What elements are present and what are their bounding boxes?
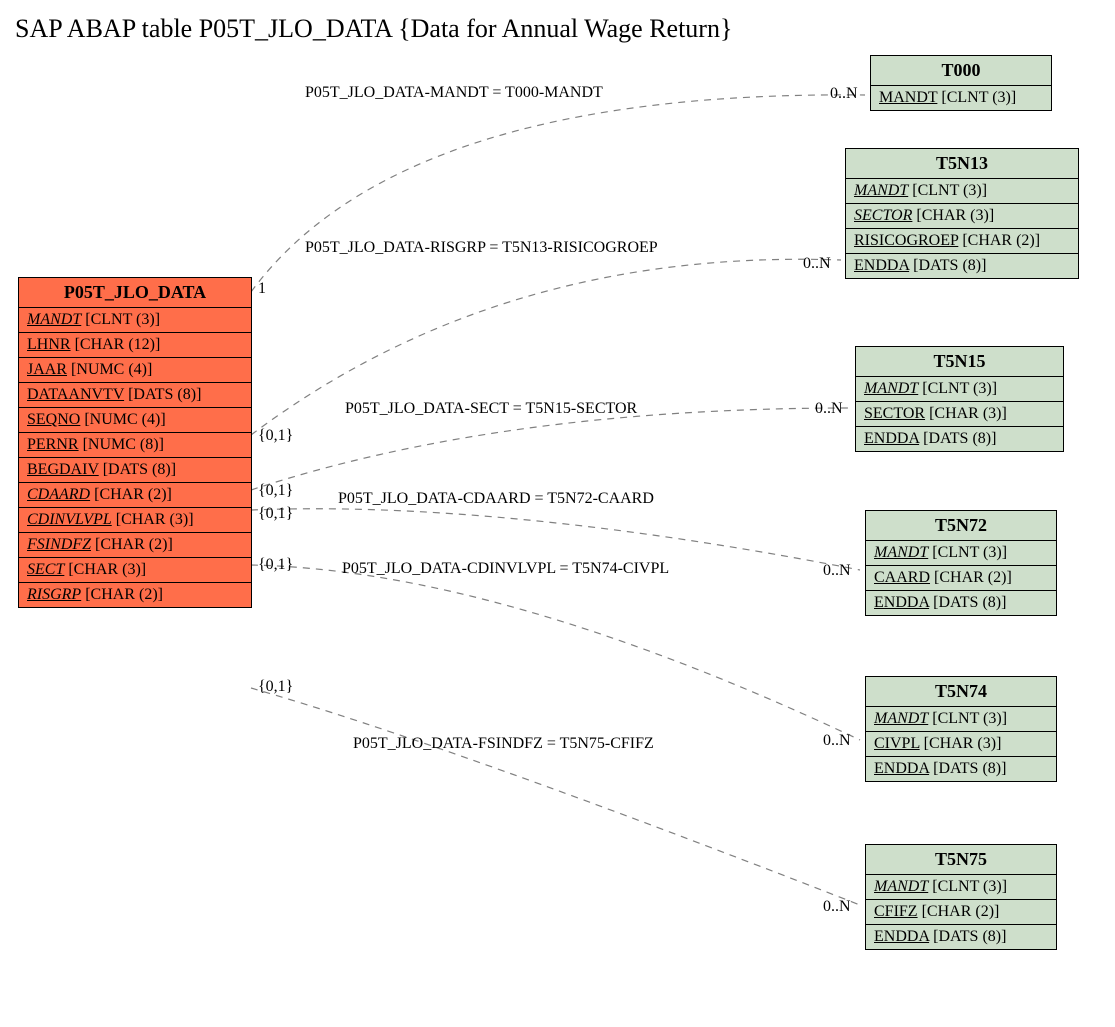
field-row: ENDDA [DATS (8)] bbox=[846, 254, 1078, 278]
entity-header: P05T_JLO_DATA bbox=[19, 278, 251, 308]
field-row: PERNR [NUMC (8)] bbox=[19, 433, 251, 458]
cardinality-target: 0..N bbox=[823, 732, 851, 750]
field-row: LHNR [CHAR (12)] bbox=[19, 333, 251, 358]
field-row: CDAARD [CHAR (2)] bbox=[19, 483, 251, 508]
cardinality-source: {0,1} bbox=[258, 678, 293, 696]
entity-header: T5N13 bbox=[846, 149, 1078, 179]
field-row: ENDDA [DATS (8)] bbox=[856, 427, 1063, 451]
field-row: SECTOR [CHAR (3)] bbox=[846, 204, 1078, 229]
relation-label: P05T_JLO_DATA-SECT = T5N15-SECTOR bbox=[345, 400, 637, 418]
field-row: MANDT [CLNT (3)] bbox=[866, 707, 1056, 732]
entity-header: T000 bbox=[871, 56, 1051, 86]
entity-T5N75: T5N75MANDT [CLNT (3)]CFIFZ [CHAR (2)]END… bbox=[865, 844, 1057, 950]
field-row: SECT [CHAR (3)] bbox=[19, 558, 251, 583]
field-row: ENDDA [DATS (8)] bbox=[866, 591, 1056, 615]
cardinality-source: {0,1} bbox=[258, 427, 293, 445]
entity-header: T5N74 bbox=[866, 677, 1056, 707]
field-row: MANDT [CLNT (3)] bbox=[871, 86, 1051, 110]
field-row: CAARD [CHAR (2)] bbox=[866, 566, 1056, 591]
relation-label: P05T_JLO_DATA-CDAARD = T5N72-CAARD bbox=[338, 490, 654, 508]
entity-T5N74: T5N74MANDT [CLNT (3)]CIVPL [CHAR (3)]END… bbox=[865, 676, 1057, 782]
field-row: MANDT [CLNT (3)] bbox=[866, 875, 1056, 900]
relation-label: P05T_JLO_DATA-MANDT = T000-MANDT bbox=[305, 84, 603, 102]
cardinality-target: 0..N bbox=[823, 898, 851, 916]
field-row: CIVPL [CHAR (3)] bbox=[866, 732, 1056, 757]
page-title: SAP ABAP table P05T_JLO_DATA {Data for A… bbox=[15, 14, 732, 44]
entity-T5N15: T5N15MANDT [CLNT (3)]SECTOR [CHAR (3)]EN… bbox=[855, 346, 1064, 452]
cardinality-target: 0..N bbox=[803, 255, 831, 273]
field-row: MANDT [CLNT (3)] bbox=[866, 541, 1056, 566]
field-row: BEGDAIV [DATS (8)] bbox=[19, 458, 251, 483]
entity-T000: T000MANDT [CLNT (3)] bbox=[870, 55, 1052, 111]
field-row: RISGRP [CHAR (2)] bbox=[19, 583, 251, 607]
field-row: MANDT [CLNT (3)] bbox=[846, 179, 1078, 204]
field-row: SEQNO [NUMC (4)] bbox=[19, 408, 251, 433]
entity-T5N72: T5N72MANDT [CLNT (3)]CAARD [CHAR (2)]END… bbox=[865, 510, 1057, 616]
field-row: SECTOR [CHAR (3)] bbox=[856, 402, 1063, 427]
entity-header: T5N75 bbox=[866, 845, 1056, 875]
relation-label: P05T_JLO_DATA-CDINVLVPL = T5N74-CIVPL bbox=[342, 560, 669, 578]
cardinality-source: {0,1} bbox=[258, 482, 293, 500]
cardinality-source: 1 bbox=[258, 280, 266, 298]
cardinality-source: {0,1} bbox=[258, 556, 293, 574]
field-row: ENDDA [DATS (8)] bbox=[866, 925, 1056, 949]
cardinality-target: 0..N bbox=[830, 85, 858, 103]
entity-T5N13: T5N13MANDT [CLNT (3)]SECTOR [CHAR (3)]RI… bbox=[845, 148, 1079, 279]
field-row: ENDDA [DATS (8)] bbox=[866, 757, 1056, 781]
field-row: JAAR [NUMC (4)] bbox=[19, 358, 251, 383]
field-row: DATAANVTV [DATS (8)] bbox=[19, 383, 251, 408]
entity-header: T5N15 bbox=[856, 347, 1063, 377]
field-row: MANDT [CLNT (3)] bbox=[856, 377, 1063, 402]
relation-label: P05T_JLO_DATA-FSINDFZ = T5N75-CFIFZ bbox=[353, 735, 654, 753]
field-row: FSINDFZ [CHAR (2)] bbox=[19, 533, 251, 558]
cardinality-target: 0..N bbox=[815, 400, 843, 418]
relation-label: P05T_JLO_DATA-RISGRP = T5N13-RISICOGROEP bbox=[305, 239, 658, 257]
cardinality-source: {0,1} bbox=[258, 505, 293, 523]
field-row: CDINVLVPL [CHAR (3)] bbox=[19, 508, 251, 533]
field-row: RISICOGROEP [CHAR (2)] bbox=[846, 229, 1078, 254]
cardinality-target: 0..N bbox=[823, 562, 851, 580]
entity-header: T5N72 bbox=[866, 511, 1056, 541]
field-row: CFIFZ [CHAR (2)] bbox=[866, 900, 1056, 925]
field-row: MANDT [CLNT (3)] bbox=[19, 308, 251, 333]
entity-P05T_JLO_DATA: P05T_JLO_DATAMANDT [CLNT (3)]LHNR [CHAR … bbox=[18, 277, 252, 608]
